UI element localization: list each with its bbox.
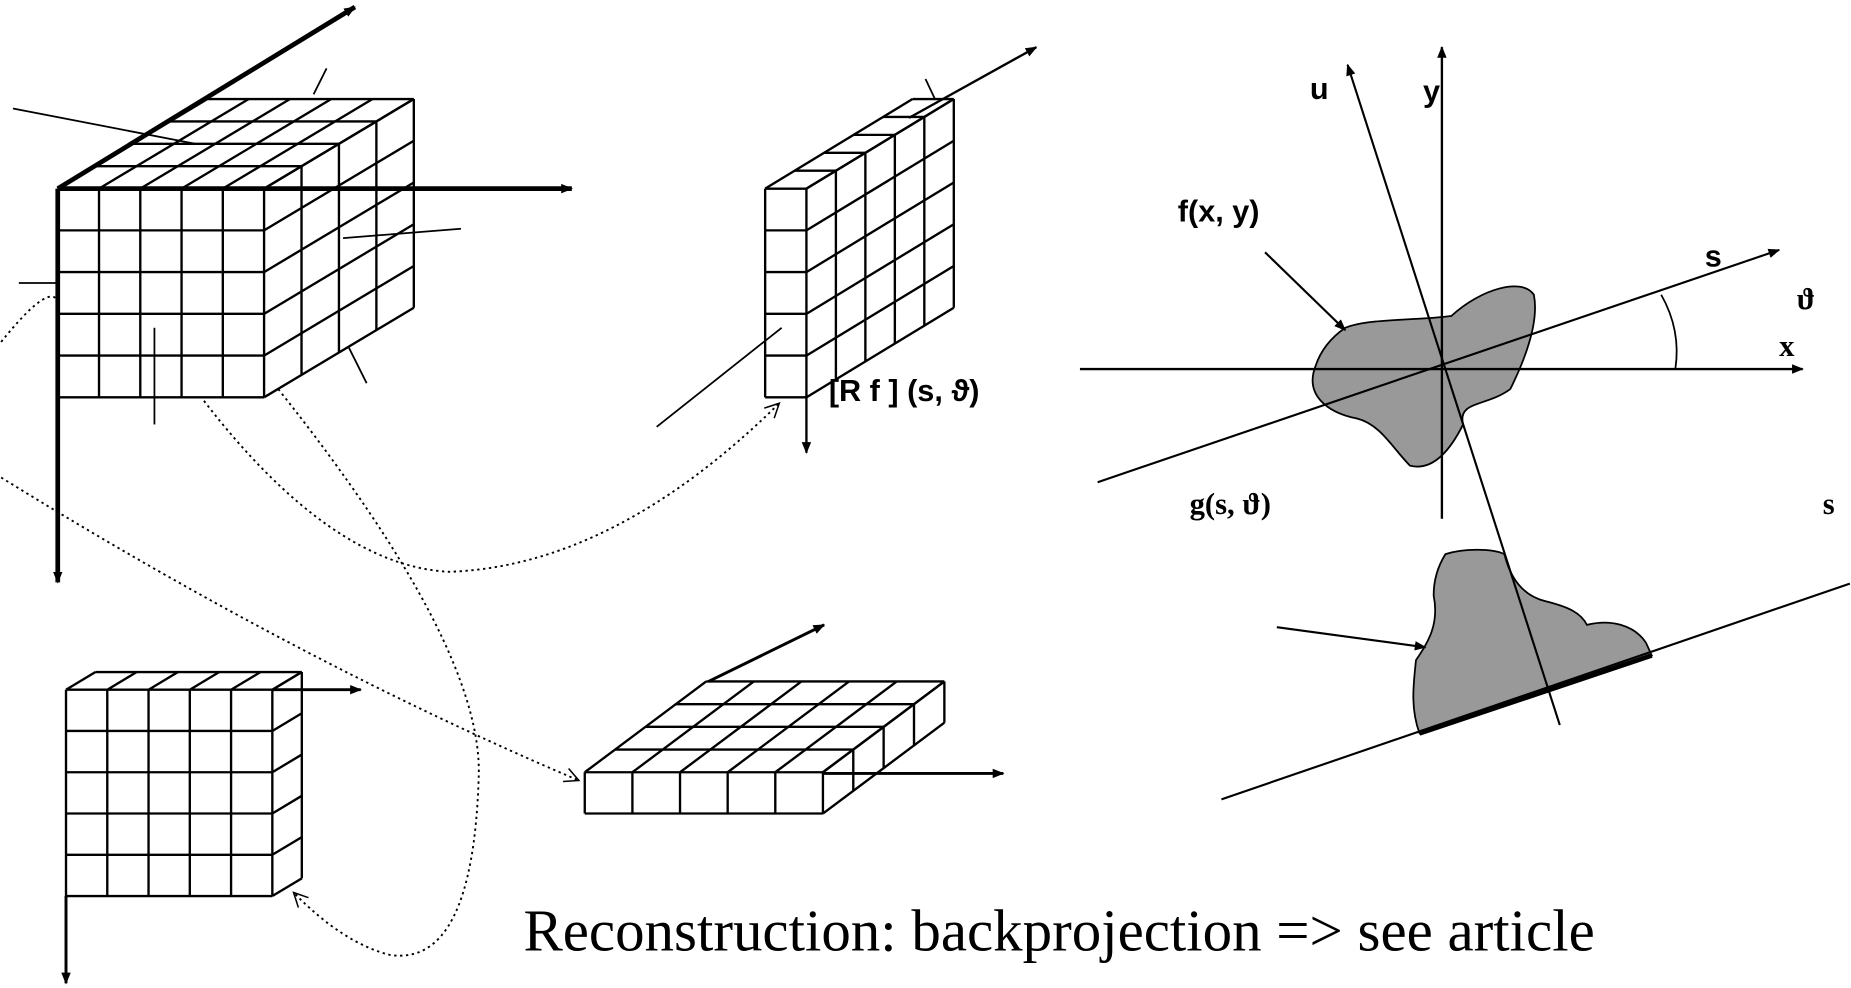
radon-geometry (1079, 45, 1851, 801)
grid-line (189, 671, 220, 691)
label-y: y (1423, 74, 1440, 108)
label-radon: [R f ] (s, ϑ) (829, 374, 980, 408)
grid-line (805, 98, 955, 190)
dotted-connectors (0, 295, 781, 957)
grid-line (805, 306, 955, 399)
grid-line (271, 753, 303, 774)
grid-line (271, 712, 303, 732)
label-f: f(x, y) (1178, 195, 1260, 229)
grid-line (805, 264, 955, 357)
voxel-grids (56, 97, 955, 898)
grid-line (271, 794, 303, 815)
grid-line (805, 139, 955, 232)
grid-line (805, 181, 955, 274)
label-theta: ϑ (1797, 282, 1815, 316)
grid-line (805, 223, 955, 315)
label-g: g(s, ϑ) (1190, 487, 1271, 521)
grid-line (147, 671, 179, 691)
grid-line (271, 877, 303, 898)
grid-line (764, 98, 914, 190)
axes (12, 5, 1038, 985)
label-s-right: s (1823, 487, 1835, 521)
caption: Reconstruction: backprojection => see ar… (523, 897, 1594, 963)
grid-line (271, 671, 303, 691)
label-s-axis: s (1705, 239, 1722, 273)
label-x: x (1779, 329, 1795, 363)
grid-line (230, 671, 262, 691)
grid-line (106, 671, 138, 691)
grid-line (271, 836, 303, 856)
grid-line (65, 671, 97, 691)
label-u: u (1310, 72, 1329, 106)
